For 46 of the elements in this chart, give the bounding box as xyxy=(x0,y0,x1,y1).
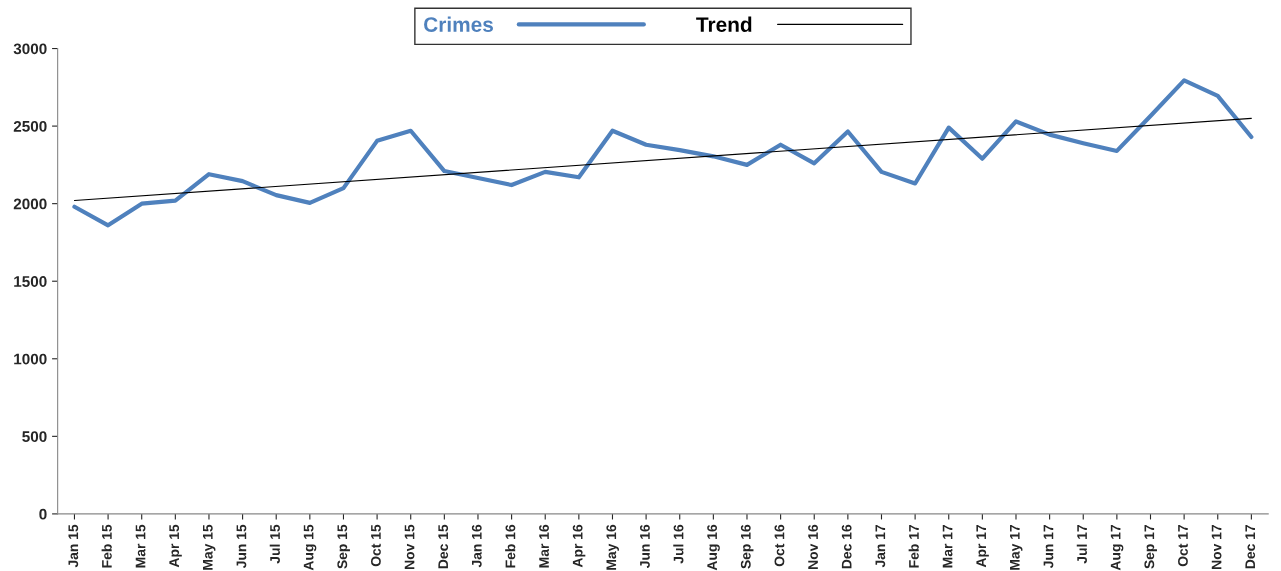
x-tick-label: Aug 16 xyxy=(707,524,720,571)
x-tick-label: Apr 15 xyxy=(169,524,182,568)
x-tick-label: Aug 15 xyxy=(303,524,317,571)
x-tick-label: Jun 16 xyxy=(640,524,650,569)
x-tick-label: Jun 15 xyxy=(236,524,247,569)
x-tick-label: Sep 15 xyxy=(337,524,350,569)
x-tick-label: Nov 15 xyxy=(404,524,415,569)
x-tick-label: Mar 17 xyxy=(942,524,953,568)
x-tick-label: Jul 16 xyxy=(673,524,684,564)
x-tick-label: Dec 15 xyxy=(438,524,449,569)
y-tick-label: 1500 xyxy=(14,276,47,287)
x-tick-label: Nov 16 xyxy=(808,524,818,569)
x-tick-label: Jul 17 xyxy=(1076,524,1087,564)
x-tick-label: Aug 17 xyxy=(1110,524,1124,571)
x-tick-label: Feb 15 xyxy=(101,524,112,568)
text: Trend xyxy=(696,16,752,32)
text: Crimes xyxy=(424,16,493,32)
x-tick-label: Mar 16 xyxy=(539,524,549,568)
x-tick-label: Feb 16 xyxy=(505,524,516,568)
x-tick-label: Jul 15 xyxy=(269,524,280,564)
y-tick-label: 2500 xyxy=(13,120,47,132)
x-tick-label: Jan 17 xyxy=(875,524,886,568)
x-tick-label: Mar 15 xyxy=(135,524,146,568)
x-tick-label: May 16 xyxy=(606,524,619,570)
x-tick-label: Jan 15 xyxy=(68,524,79,568)
x-tick-label: Oct 16 xyxy=(774,524,785,567)
x-tick-label: May 15 xyxy=(203,524,216,570)
x-tick-label: Oct 15 xyxy=(370,524,381,567)
x-tick-label: Nov 17 xyxy=(1211,524,1222,569)
x-tick-label: Sep 17 xyxy=(1144,524,1157,569)
x-tick-label: Dec 16 xyxy=(841,524,852,569)
y-tick-label: 3000 xyxy=(13,43,47,55)
x-tick-label: Sep 16 xyxy=(740,524,754,569)
y-tick-label: 500 xyxy=(22,431,47,443)
x-tick-label: May 17 xyxy=(1010,524,1023,570)
y-tick-label: 1000 xyxy=(14,353,47,365)
x-tick-label: Feb 17 xyxy=(908,524,919,568)
y-tick-label: 0 xyxy=(39,508,47,520)
x-tick-label: Jan 16 xyxy=(471,524,482,568)
line-series xyxy=(72,78,1254,228)
x-tick-label: Jun 17 xyxy=(1043,524,1054,569)
x-tick-label: Apr 17 xyxy=(976,524,989,568)
y-tick-label: 2000 xyxy=(13,198,47,210)
x-tick-label: Oct 17 xyxy=(1178,524,1188,567)
x-tick-label: Apr 16 xyxy=(572,524,586,568)
x-tick-label: Dec 17 xyxy=(1245,524,1256,569)
